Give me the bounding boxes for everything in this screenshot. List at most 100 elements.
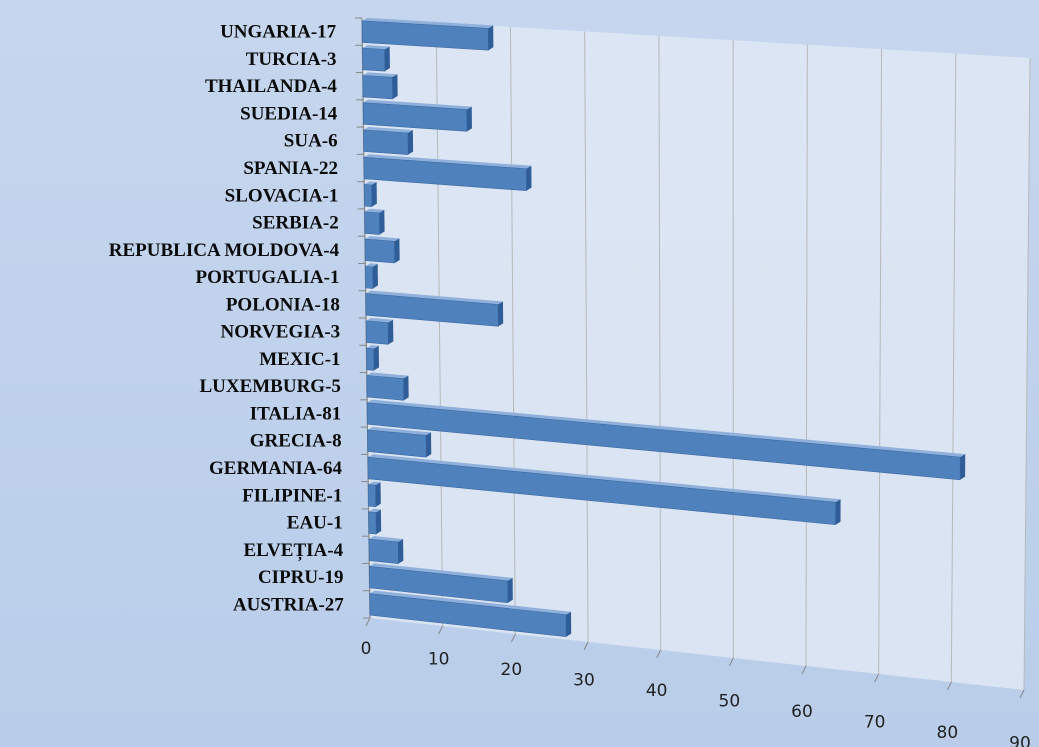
category-label: REPUBLICA MOLDOVA-4 [109, 240, 340, 261]
bar-end-face [426, 432, 432, 458]
bar [367, 426, 432, 458]
bar-top-face [367, 399, 966, 458]
category-label: LUXEMBURG-5 [199, 376, 340, 397]
bar-end-face [392, 74, 398, 99]
bar-end-face [526, 165, 532, 191]
category-label: GRECIA-8 [250, 431, 342, 452]
bar [369, 563, 513, 604]
bar-front-face [365, 265, 374, 289]
bar-front-face [366, 347, 375, 371]
bar [363, 181, 377, 207]
gridline [584, 31, 589, 643]
category-label: SUA-6 [284, 131, 338, 152]
tick-label: 0 [361, 639, 372, 659]
bar-end-face [394, 238, 400, 263]
category-labels: UNGARIA-17 TURCIA-3 THAILANDA-4 SUEDIA-14 SU… [109, 22, 345, 616]
bar-end-face [379, 209, 385, 235]
bar-front-face [368, 511, 377, 535]
category-label: SUEDIA-14 [240, 103, 338, 124]
tick-label: 50 [719, 692, 741, 712]
category-label: FILIPINE-1 [242, 485, 342, 506]
category-label: PORTUGALIA-1 [196, 267, 340, 288]
bar [362, 99, 472, 132]
bar-top-face [364, 236, 400, 242]
bar-end-face [403, 375, 409, 401]
tick-mark [365, 617, 371, 627]
bar-end-face [375, 509, 382, 535]
bar-end-face [566, 611, 572, 637]
bar [368, 508, 382, 535]
tick-mark [946, 681, 952, 691]
bar [362, 72, 398, 100]
bar-top-face [365, 263, 378, 267]
bar-front-face [368, 538, 399, 565]
value-axis-ticks: 0 10 20 30 40 50 60 70 80 90 [361, 639, 1031, 747]
bar-front-face [364, 211, 380, 235]
bar-end-face [384, 46, 390, 72]
bar-top-face [363, 99, 472, 110]
category-label: CIPRU-19 [258, 567, 344, 588]
bar-top-face [369, 563, 513, 581]
tick-label: 60 [791, 702, 813, 722]
bar-front-face [362, 75, 393, 100]
category-label: NORVEGIA-3 [221, 322, 341, 343]
bar [367, 454, 841, 526]
bar-end-face [373, 345, 380, 371]
bar [362, 45, 390, 72]
bar [363, 126, 414, 155]
bar [366, 399, 966, 481]
bar-front-face [363, 129, 409, 155]
category-label: THAILANDA-4 [205, 76, 337, 97]
tick-mark [874, 673, 880, 683]
bar [365, 290, 504, 327]
tick-label: 20 [501, 660, 523, 680]
bar [367, 481, 381, 508]
gridline [658, 35, 662, 651]
category-label: EAU-1 [287, 513, 343, 534]
bar-top-face [366, 372, 409, 379]
bar-top-face [362, 17, 494, 29]
category-label: UNGARIA-17 [220, 22, 337, 43]
bar-top-face [367, 454, 841, 503]
category-label: SLOVACIA-1 [225, 185, 339, 206]
category-label: TURCIA-3 [246, 49, 337, 70]
bar [366, 345, 380, 371]
gridline [1023, 57, 1031, 691]
tick-mark [510, 633, 516, 643]
bar-top-face [364, 181, 377, 186]
bar-end-face [388, 319, 394, 345]
category-label: MEXIC-1 [259, 349, 340, 370]
tick-label: 10 [428, 650, 450, 670]
bars [361, 17, 966, 638]
tick-label: 40 [646, 681, 668, 701]
bar-end-face [960, 454, 966, 480]
tick-mark [801, 665, 807, 675]
tick-mark [656, 649, 662, 659]
bar-top-face [362, 72, 398, 78]
category-label: GERMANIA-64 [209, 458, 342, 479]
bar-top-face [366, 345, 379, 349]
bar-end-face [497, 301, 504, 327]
gridline [509, 26, 516, 635]
bar-end-face [398, 539, 404, 564]
category-label: AUSTRIA-27 [233, 594, 344, 615]
bar-end-face [488, 25, 494, 51]
bar-end-face [466, 106, 472, 132]
bar-front-face [365, 320, 389, 345]
bar [365, 317, 394, 345]
bar-top-face [368, 481, 381, 486]
bar-top-face [367, 426, 432, 436]
tick-label: 70 [864, 713, 886, 733]
bar [369, 590, 572, 638]
category-label: SPANIA-22 [243, 158, 338, 179]
bar [361, 17, 494, 51]
bar-top-face [363, 154, 532, 169]
bar-front-face [362, 47, 386, 72]
gridline [950, 53, 957, 683]
bar-front-face [363, 184, 373, 207]
bar-end-face [371, 182, 377, 207]
bar-top-face [368, 508, 381, 513]
bar [366, 372, 409, 401]
bar-top-face [369, 590, 572, 615]
bar-end-face [372, 263, 378, 289]
